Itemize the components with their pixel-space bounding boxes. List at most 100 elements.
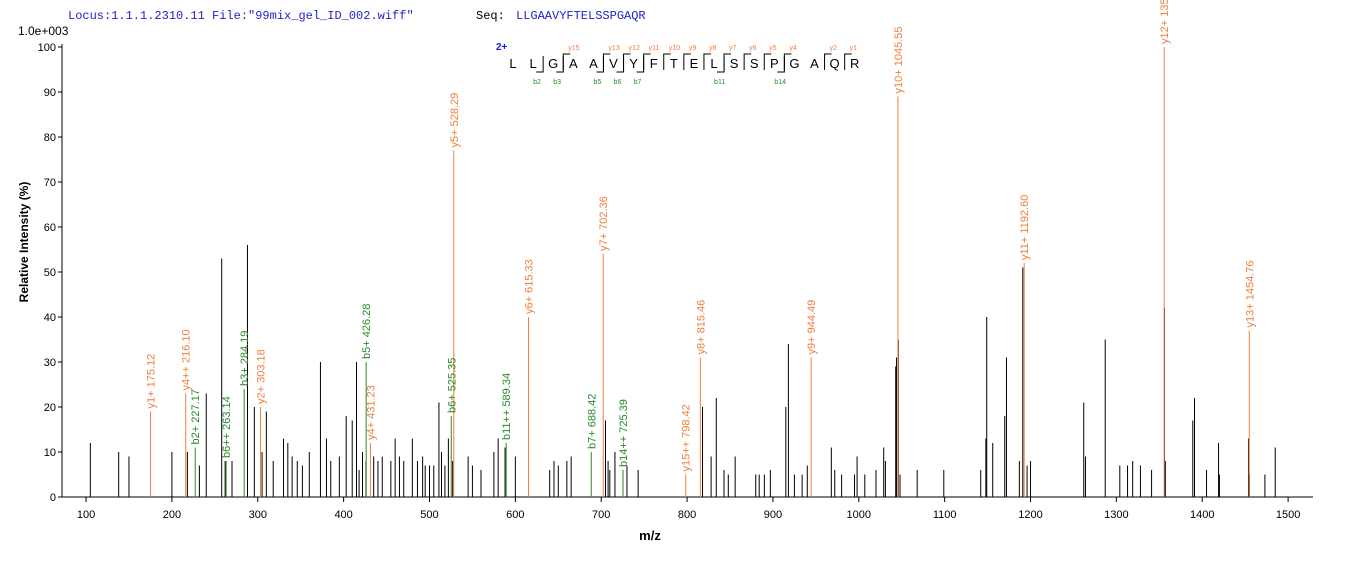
y-tick-label: 30 <box>44 357 56 369</box>
peak-label: y4+ 431.23 <box>365 385 377 440</box>
b-break <box>536 56 544 73</box>
b-break <box>556 56 564 73</box>
y-tick-label: 80 <box>44 132 56 144</box>
residue: P <box>770 56 779 71</box>
x-tick-label: 1400 <box>1190 509 1214 521</box>
residue: R <box>850 56 859 71</box>
peak-label: y10+ 1045.55 <box>893 27 905 94</box>
residue: A <box>569 56 578 71</box>
peak-label: y8+ 815.46 <box>695 300 707 355</box>
y-break <box>663 53 671 70</box>
chart-title: Locus:1.1.1.2310.11 File:"99mix_gel_ID_0… <box>68 9 414 23</box>
peak-label: b11++ 589.34 <box>501 373 513 440</box>
seq-label: Seq: <box>476 9 505 23</box>
b-ion: b7 <box>634 79 642 86</box>
y-tick-label: 0 <box>50 492 56 504</box>
b-break <box>636 56 645 73</box>
residue: L <box>529 56 536 71</box>
peak-label: y4++ 216.10 <box>181 329 193 390</box>
y-ion: y13 <box>608 45 619 52</box>
peak-label: y6+ 615.33 <box>524 259 536 314</box>
residue: S <box>730 56 739 71</box>
x-tick-label: 1500 <box>1276 509 1300 521</box>
x-tick-label: 1200 <box>1018 509 1042 521</box>
b-ion: b3 <box>553 79 561 86</box>
y-ion: y12 <box>629 45 640 52</box>
residue: F <box>650 56 658 71</box>
y-ion: y5 <box>769 45 777 52</box>
residue: L <box>710 56 717 71</box>
b-ion: b14 <box>774 79 786 86</box>
peak-label: y2+ 303.18 <box>255 349 267 404</box>
y-axis-label: Relative Intensity (%) <box>17 182 31 303</box>
x-tick-label: 400 <box>334 509 352 521</box>
b-ion: b2 <box>533 79 541 86</box>
y-tick-label: 50 <box>44 267 56 279</box>
y-ion: y4 <box>789 45 797 52</box>
peak-label: b7+ 688.42 <box>586 394 598 449</box>
x-tick-label: 500 <box>420 509 438 521</box>
y-ion: y2 <box>830 45 838 52</box>
x-tick-label: 1000 <box>847 509 871 521</box>
peak-label: b14++ 725.39 <box>618 399 630 467</box>
x-tick-label: 100 <box>77 509 95 521</box>
y-tick-label: 100 <box>38 42 56 54</box>
peak-label: b6+ 525.35 <box>446 358 458 413</box>
x-tick-label: 800 <box>678 509 696 521</box>
peak-label: y12+ 1355.67 <box>1159 0 1171 44</box>
peak-label: y13+ 1454.76 <box>1244 261 1256 328</box>
y-tick-label: 70 <box>44 177 56 189</box>
residue: Y <box>629 56 638 71</box>
y-tick-label: 10 <box>44 447 56 459</box>
b-ion: b6 <box>614 79 622 86</box>
peak-label: y1+ 175.12 <box>146 354 158 409</box>
residue: G <box>789 56 799 71</box>
residue: E <box>690 56 699 71</box>
y-tick-label: 40 <box>44 312 56 324</box>
peak-label: y11+ 1192.60 <box>1019 195 1031 260</box>
peak-label: b2+ 227.17 <box>190 389 202 444</box>
y-ion: y7 <box>729 45 737 52</box>
residue: A <box>810 56 819 71</box>
residue: A <box>589 56 598 71</box>
residue: T <box>670 56 678 71</box>
b-ion: b11 <box>714 79 725 86</box>
y-multiplier: 1.0e+003 <box>18 24 69 38</box>
b-break <box>596 56 604 73</box>
peak-label: b5+ 426.28 <box>361 304 373 359</box>
residue: V <box>609 56 618 71</box>
b-break <box>777 56 785 73</box>
y-ion: y15 <box>568 45 579 52</box>
y-break <box>824 53 832 70</box>
y-ion: y10 <box>669 45 680 52</box>
b-ion: b5 <box>593 79 601 86</box>
residue: S <box>750 56 759 71</box>
x-tick-label: 300 <box>249 509 267 521</box>
y-break <box>763 53 772 70</box>
charge: 2+ <box>496 42 508 53</box>
y-break <box>743 53 752 70</box>
y-ion: y8 <box>709 45 717 52</box>
y-ion: y9 <box>689 45 697 52</box>
y-tick-label: 60 <box>44 222 56 234</box>
sequence: LLGAAVYFTELSSPGAQR <box>516 9 646 23</box>
y-ion: y6 <box>749 45 757 52</box>
y-tick-label: 20 <box>44 402 56 414</box>
b-break <box>616 56 625 73</box>
y-tick-label: 90 <box>44 87 56 99</box>
residue: Q <box>830 56 840 71</box>
x-tick-label: 600 <box>506 509 524 521</box>
residue: L <box>509 56 516 71</box>
y-ion: y11 <box>649 45 660 52</box>
y-ion: y1 <box>850 45 858 52</box>
x-tick-label: 900 <box>764 509 782 521</box>
x-tick-label: 1300 <box>1104 509 1128 521</box>
x-axis-label: m/z <box>639 528 661 543</box>
peak-label: y9+ 944.49 <box>806 300 818 355</box>
y-break <box>703 53 711 70</box>
peak-label: y5+ 528.29 <box>449 93 461 148</box>
y-break <box>844 53 852 70</box>
residue: G <box>548 56 558 71</box>
peak-label: b6++ 263.14 <box>221 396 233 458</box>
